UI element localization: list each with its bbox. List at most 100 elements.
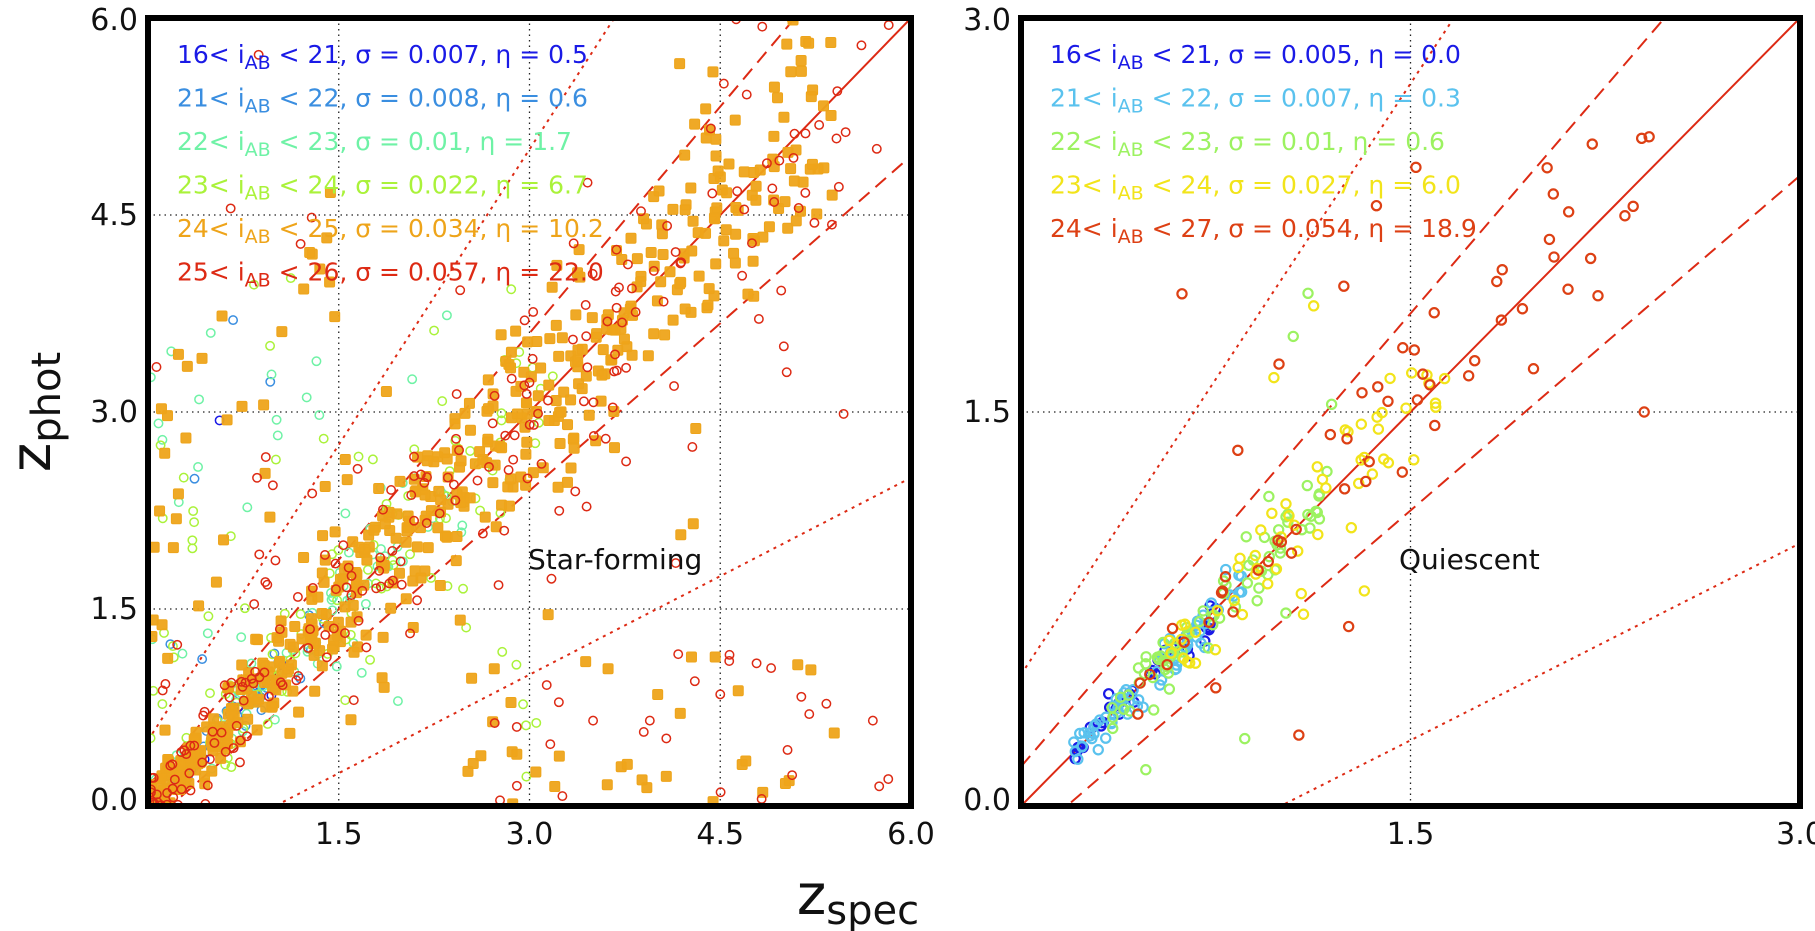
data-point-ring: [153, 418, 164, 429]
data-point-ring: [1228, 594, 1240, 607]
data-point-ring: [1429, 397, 1442, 409]
data-point-ring: [285, 273, 296, 284]
legend-entry: 23< iAB < 24, σ = 0.022, η = 6.7: [177, 171, 588, 205]
data-point-ring: [511, 659, 522, 670]
data-point-square: [700, 132, 712, 144]
data-point-ring: [1290, 523, 1302, 536]
data-point-ring: [776, 285, 787, 296]
data-point-square: [380, 386, 392, 398]
data-point-ring: [465, 446, 476, 456]
data-point-square: [275, 615, 287, 627]
data-point-square: [803, 37, 815, 49]
legend-entry: 21< iAB < 22, σ = 0.008, η = 0.6: [177, 84, 588, 118]
data-point-square: [332, 616, 344, 628]
data-point-ring: [231, 720, 242, 731]
data-point-square: [421, 455, 433, 467]
data-point-ring: [673, 649, 684, 660]
data-point-ring: [1120, 683, 1132, 696]
data-point-square: [648, 328, 660, 340]
data-point-ring: [405, 549, 415, 560]
data-point-ring: [1363, 455, 1375, 468]
data-point-ring: [1370, 199, 1383, 212]
legend-mag-sub: AB: [1118, 183, 1144, 205]
data-point-ring: [610, 349, 620, 360]
data-point-ring: [804, 709, 815, 720]
data-point-ring: [840, 127, 851, 138]
data-points: [148, 18, 894, 806]
data-point-square: [293, 706, 305, 718]
data-point-square: [712, 165, 724, 177]
data-point-ring: [437, 396, 448, 407]
data-point-ring: [607, 402, 618, 413]
data-point-ring: [621, 362, 632, 373]
legend: 16< iAB < 21, σ = 0.007, η = 0.521< iAB …: [177, 40, 604, 292]
data-point-ring: [295, 609, 306, 620]
data-point-ring: [1240, 531, 1252, 543]
data-point-ring: [739, 204, 750, 215]
data-point-ring: [395, 556, 406, 567]
data-point-ring: [522, 473, 533, 484]
data-point-ring: [305, 624, 316, 635]
data-point-ring: [209, 737, 220, 748]
data-point-square: [285, 659, 297, 671]
data-point-square: [708, 212, 720, 224]
data-point-ring: [581, 331, 592, 342]
data-point-ring: [1547, 188, 1560, 200]
data-point-ring: [434, 508, 445, 519]
data-point-ring: [242, 502, 253, 513]
data-point-square: [449, 418, 461, 430]
data-point-square: [675, 529, 687, 541]
data-point-square: [710, 133, 722, 145]
y-tick-label: 3.0: [963, 3, 1011, 38]
data-point-ring: [148, 773, 157, 783]
data-point-square: [543, 379, 555, 391]
data-point-square: [193, 600, 205, 612]
data-point-square: [657, 248, 669, 260]
data-point-ring: [1338, 483, 1351, 495]
data-point-square: [740, 755, 752, 767]
data-point-square: [551, 259, 563, 271]
data-point-square: [795, 65, 807, 77]
data-point-ring: [1302, 287, 1314, 299]
data-point-ring: [332, 595, 343, 606]
data-point-ring: [533, 408, 543, 419]
data-point-ring: [1586, 138, 1598, 150]
data-point-ring: [318, 433, 329, 444]
legend-stats: < 24, σ = 0.027, η = 6.0: [1144, 171, 1461, 200]
data-point-ring: [1411, 394, 1424, 406]
data-point-ring: [1144, 668, 1156, 681]
data-point-square: [549, 780, 561, 792]
legend-range: 21<: [177, 84, 238, 113]
data-point-ring: [883, 20, 894, 31]
data-point-ring: [409, 515, 420, 526]
data-point-square: [542, 609, 554, 621]
legend-mag: i: [238, 127, 245, 156]
data-point-ring: [1287, 330, 1299, 343]
data-point-ring: [228, 743, 239, 754]
data-point-square: [723, 158, 735, 170]
data-point-square: [553, 750, 565, 762]
data-point-ring: [1428, 307, 1440, 319]
data-point-square: [768, 130, 780, 142]
data-point-ring: [826, 219, 837, 230]
data-point-ring: [189, 473, 200, 484]
data-point-square: [781, 38, 793, 50]
data-point-ring: [724, 656, 735, 666]
data-point-ring: [1210, 682, 1222, 694]
data-point-square: [729, 114, 741, 126]
panel-annotation: Quiescent: [1399, 543, 1540, 576]
data-point-ring: [188, 506, 199, 517]
data-point-ring: [1313, 488, 1326, 500]
data-point-ring: [1320, 482, 1332, 494]
data-point-ring: [661, 733, 672, 744]
data-point-square: [251, 724, 263, 736]
data-point-ring: [1213, 612, 1226, 624]
data-point-ring: [582, 362, 593, 373]
data-point-square: [700, 103, 712, 115]
data-point-square: [236, 659, 248, 671]
legend-mag: i: [238, 84, 245, 113]
data-point-square: [730, 228, 742, 240]
data-point-square: [531, 335, 543, 347]
data-point-ring: [1102, 688, 1115, 700]
data-point-ring: [412, 595, 423, 606]
